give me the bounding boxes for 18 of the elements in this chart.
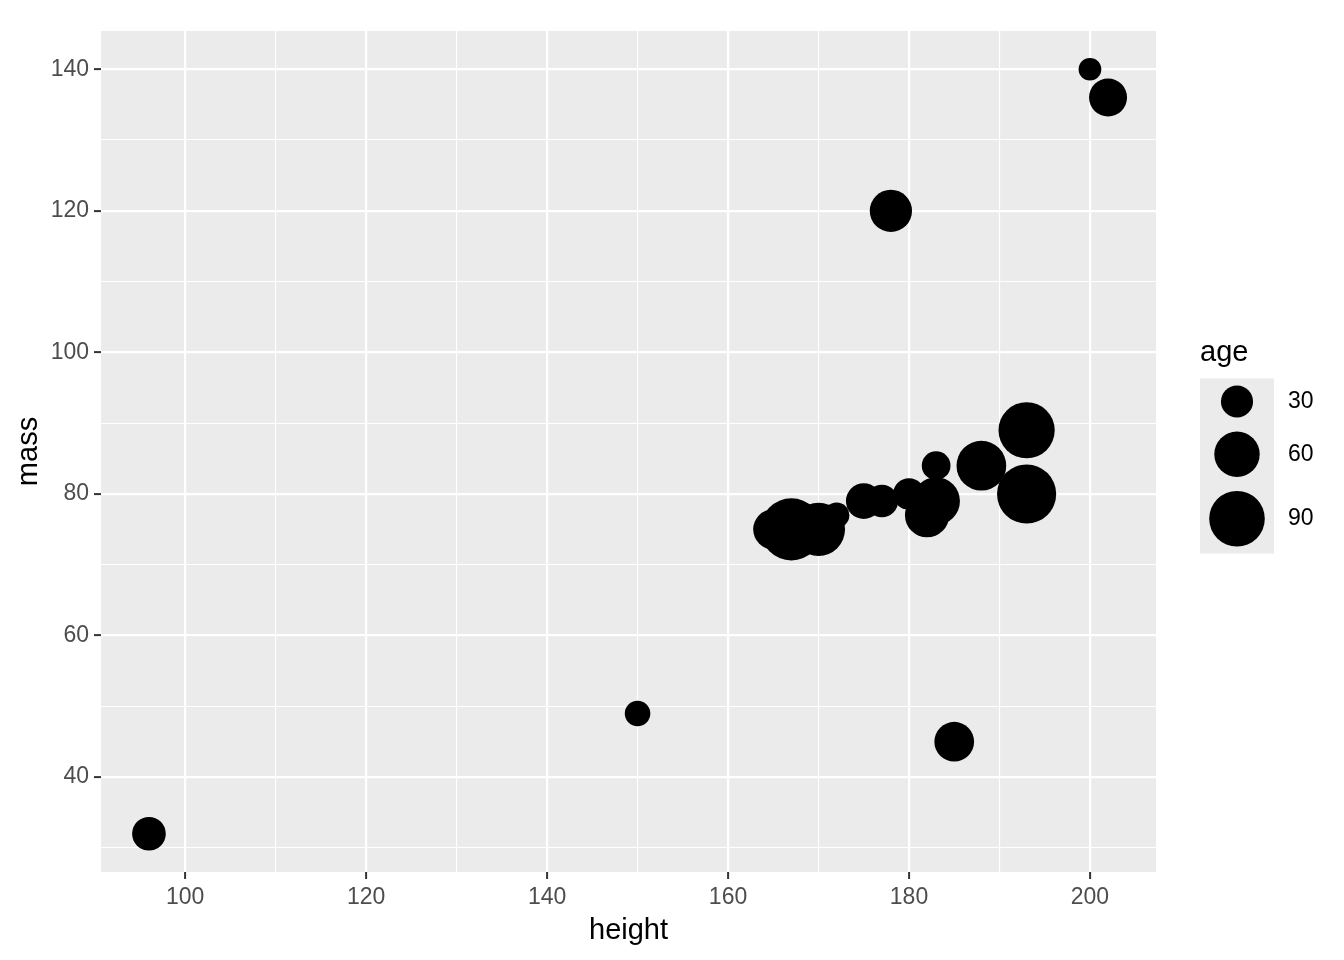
- x-tick-label: 140: [527, 883, 567, 910]
- legend-label: 90: [1288, 504, 1314, 531]
- y-tick-label: 120: [50, 196, 89, 223]
- y-axis-title: mass: [11, 416, 44, 487]
- legend-label: 30: [1288, 386, 1314, 413]
- y-tick-label: 40: [63, 762, 89, 789]
- y-tick-label: 100: [50, 337, 89, 364]
- y-tick-label: 80: [63, 479, 89, 506]
- legend-label: 60: [1288, 439, 1314, 466]
- x-axis-title: height: [588, 912, 669, 945]
- y-tick-label: 60: [63, 620, 89, 647]
- x-tick-label: 200: [1070, 883, 1110, 910]
- x-tick-label: 100: [165, 883, 205, 910]
- y-tick-label: 140: [50, 54, 89, 81]
- legend-title: age: [1200, 335, 1249, 368]
- x-tick-label: 160: [708, 883, 748, 910]
- x-tick-label: 120: [346, 883, 386, 910]
- x-tick-label: 180: [889, 883, 929, 910]
